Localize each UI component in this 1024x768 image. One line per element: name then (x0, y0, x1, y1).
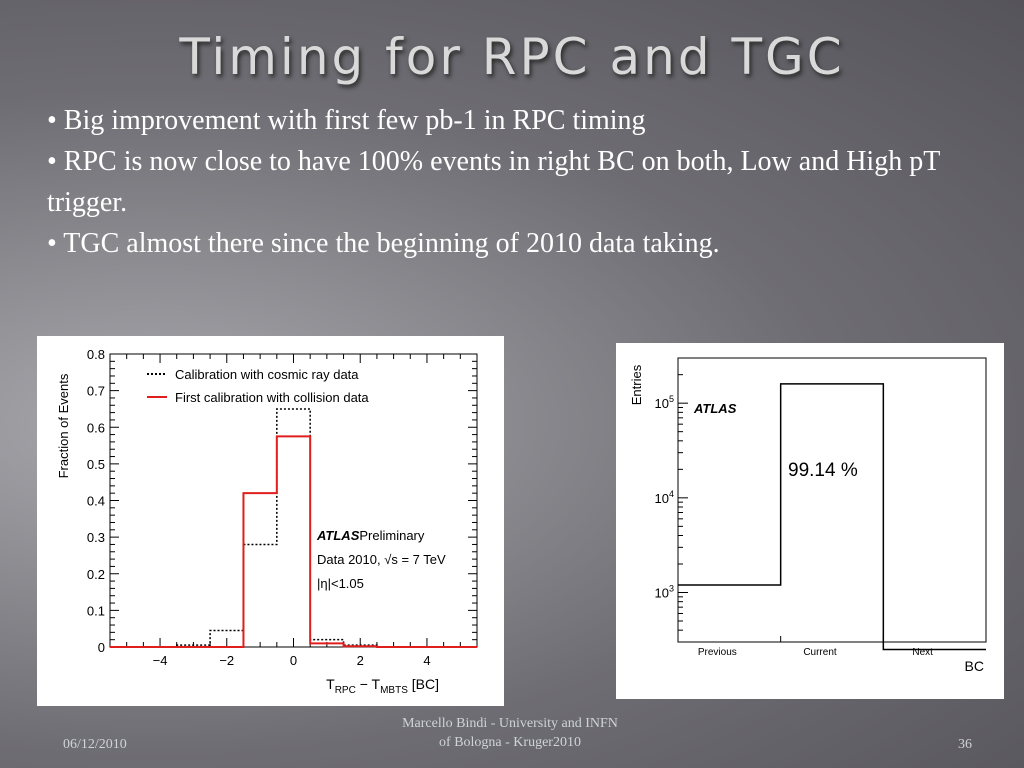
bullet-item: • Big improvement with first few pb-1 in… (47, 105, 646, 136)
atlas-annotation: ATLASPreliminary Data 2010, √s = 7 TeV |… (316, 528, 446, 591)
x-tick-label: 2 (357, 653, 364, 668)
legend-label-cosmic: Calibration with cosmic ray data (175, 367, 359, 382)
footer-author-line1: Marcello Bindi - University and INFN (402, 716, 618, 731)
atlas-label: ATLAS (316, 528, 360, 543)
legend-label-collision: First calibration with collision data (175, 390, 369, 405)
x-tick-label: 0 (290, 653, 297, 668)
y-tick-label: 104 (655, 489, 674, 506)
y-tick-label: 0.2 (87, 567, 105, 582)
legend: Calibration with cosmic ray data First c… (147, 367, 369, 405)
series-line-entries (678, 383, 986, 651)
footer-date: 06/12/2010 (63, 737, 127, 752)
percentage-label: 99.14 % (788, 460, 858, 481)
x-category-label: Next (912, 647, 933, 658)
x-category-label: Previous (698, 647, 737, 658)
y-tick-label: 0.4 (87, 494, 105, 509)
x-category-label: Current (803, 647, 837, 658)
series-line-cosmic (110, 408, 477, 648)
y-axis-label: Entries (629, 364, 644, 405)
rpc-timing-chart: Fraction of Events TRPC − TMBTS [BC] Cal… (56, 347, 478, 696)
y-tick-label: 0.1 (87, 603, 105, 618)
x-tick-label: 4 (423, 653, 430, 668)
y-tick-label: 0.8 (87, 347, 105, 362)
rpc-timing-chart-panel: Fraction of Events TRPC − TMBTS [BC] Cal… (37, 336, 504, 706)
x-axis-label: TRPC − TMBTS [BC] (326, 676, 439, 696)
eta-label: |η|<1.05 (317, 576, 364, 591)
svg-text:ATLASPreliminary: ATLASPreliminary (316, 528, 425, 543)
footer-author: Marcello Bindi - University and INFN of … (350, 714, 670, 752)
y-tick-label: 0.5 (87, 457, 105, 472)
y-tick-label: 103 (655, 584, 674, 601)
bullet-item: • TGC almost there since the beginning o… (47, 228, 720, 259)
y-tick-label: 0.6 (87, 420, 105, 435)
tgc-timing-chart-panel: Entries BC ATLAS 99.14 % 103 104 105 Previo… (616, 343, 1004, 699)
x-tick-label: −2 (219, 653, 234, 668)
footer-author-line2: of Bologna - Kruger2010 (439, 735, 581, 750)
y-tick-label: 0.7 (87, 384, 105, 399)
bullet-list: • Big improvement with first few pb-1 in… (47, 100, 1007, 264)
y-tick-label: 0 (98, 640, 105, 655)
x-tick-label: −4 (153, 653, 168, 668)
atlas-label: ATLAS (693, 401, 737, 416)
tgc-timing-chart: Entries BC ATLAS 99.14 % 103 104 105 Previo… (629, 357, 987, 674)
x-axis-label: BC (965, 658, 984, 674)
bullet-item: • RPC is now close to have 100% events i… (47, 146, 940, 218)
data-label: Data 2010, √s = 7 TeV (317, 552, 446, 567)
preliminary-label: Preliminary (359, 528, 425, 543)
y-axis-label: Fraction of Events (56, 373, 71, 478)
series-line-collision (110, 435, 477, 648)
slide-title: Timing for RPC and TGC (179, 28, 845, 86)
y-tick-label: 105 (655, 394, 674, 411)
plot-frame (677, 357, 987, 643)
y-tick-label: 0.3 (87, 530, 105, 545)
page-number: 36 (958, 737, 972, 752)
